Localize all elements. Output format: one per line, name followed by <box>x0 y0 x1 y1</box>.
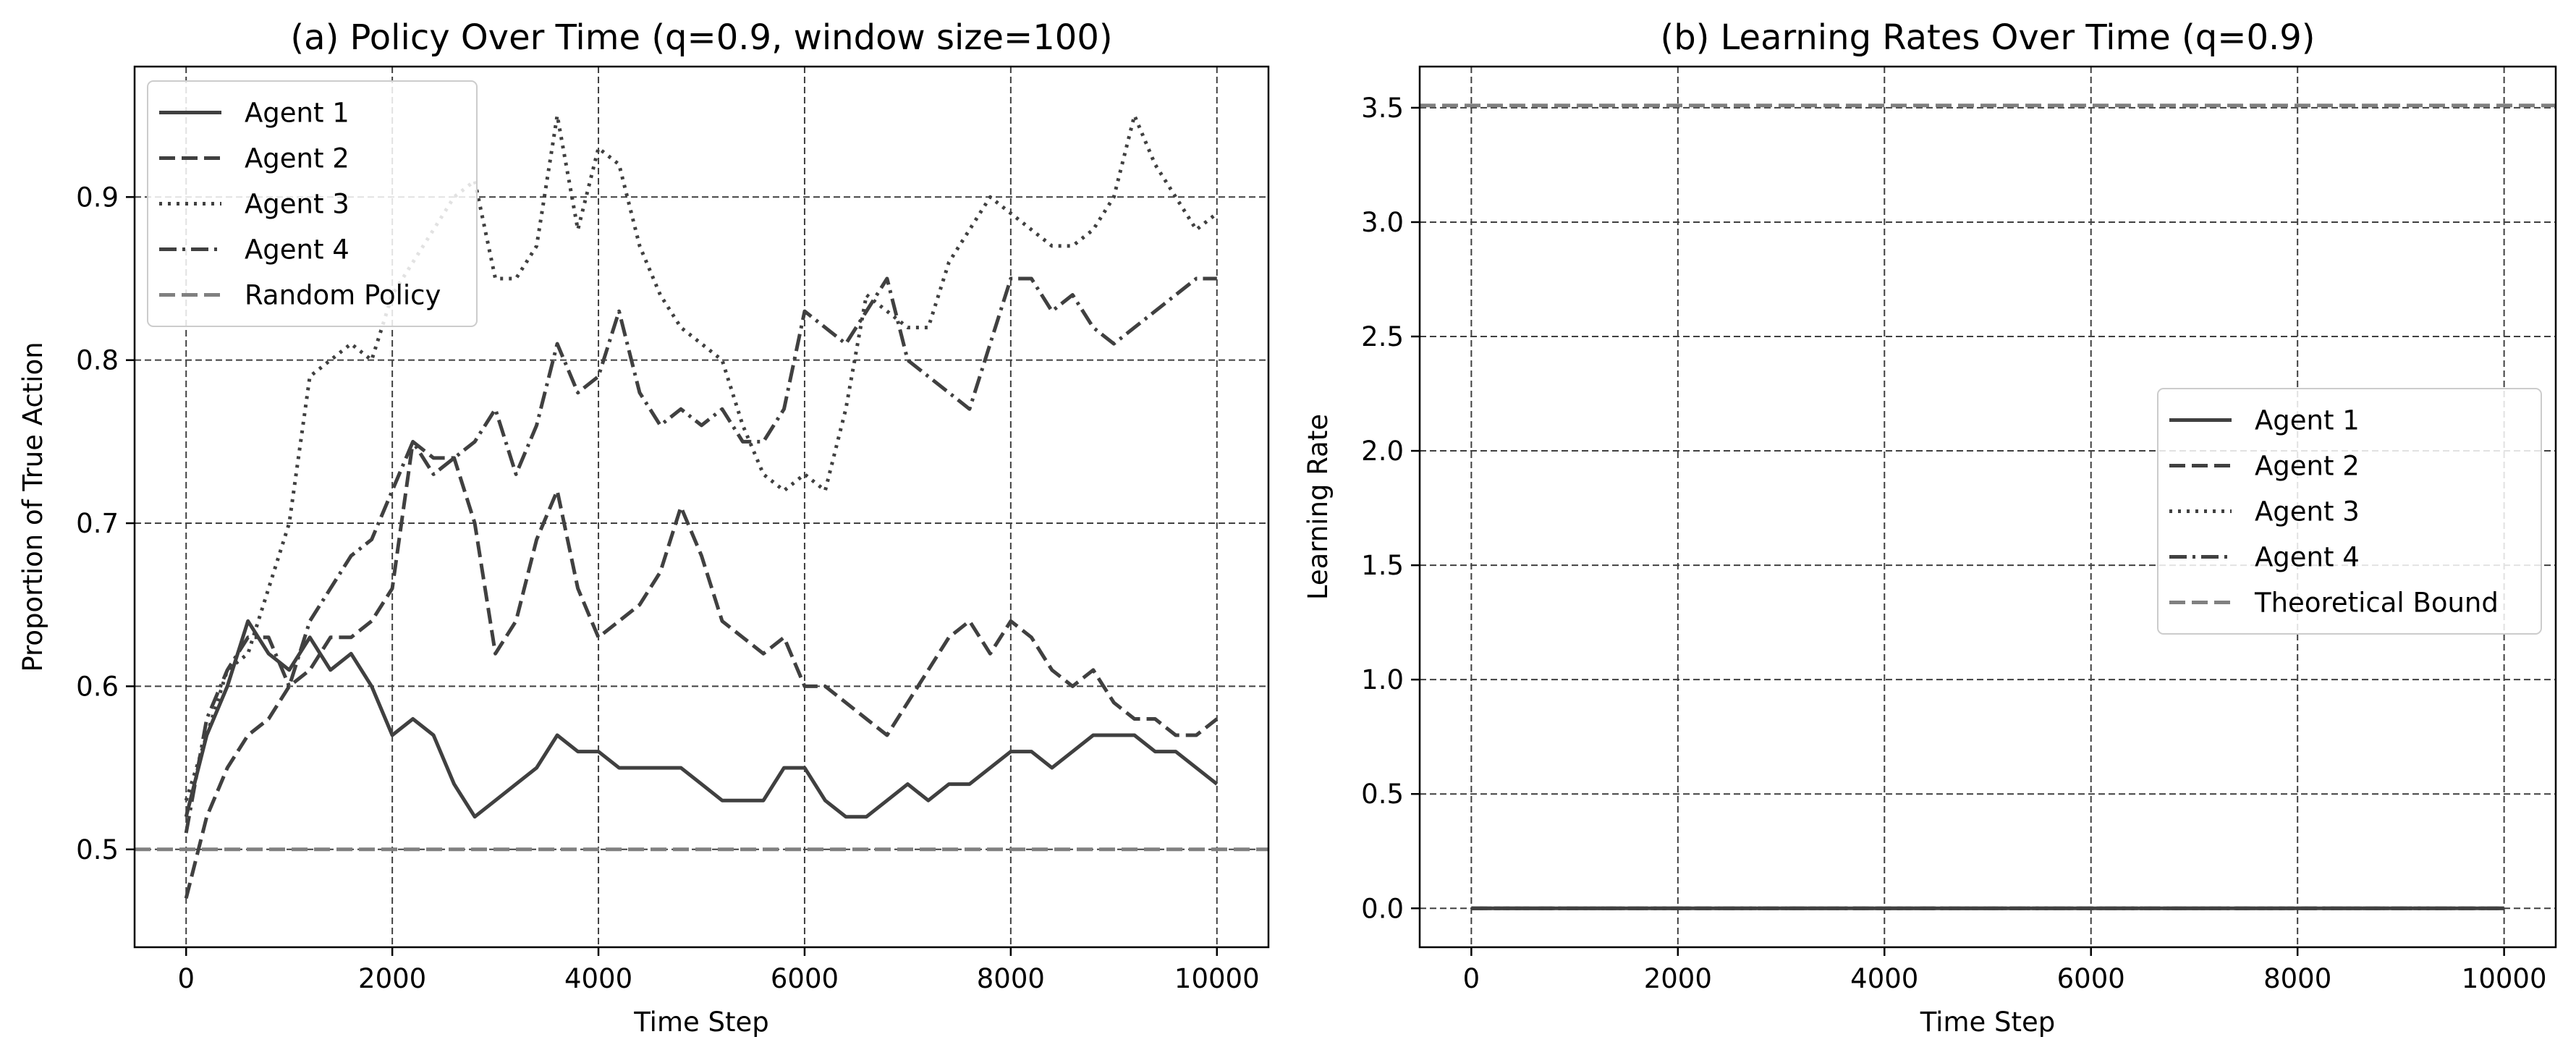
axes-frame <box>133 65 1270 949</box>
legend-label: Agent 2 <box>245 143 349 174</box>
legend: Agent 1 Agent 2 Agent 3 Agent 4 Theoretical … <box>2157 388 2542 635</box>
axes-frame <box>1418 65 2557 949</box>
x-tick-label: 2000 <box>358 963 426 994</box>
x-tick-label: 6000 <box>2057 963 2125 994</box>
x-tick-label: 0 <box>177 963 195 994</box>
x-tick-label: 6000 <box>771 963 839 994</box>
y-tick-label: 0.8 <box>76 345 119 376</box>
y-axis-label: Learning Rate <box>1302 414 1334 600</box>
legend: Agent 1 Agent 2 Agent 3 Agent 4 Random Polic… <box>147 80 478 327</box>
series-line-4 <box>184 276 1217 834</box>
y-tick-label: 0.7 <box>76 508 119 539</box>
chart-title: (a) Policy Over Time (q=0.9, window size… <box>290 17 1112 58</box>
legend-label: Agent 1 <box>245 98 349 129</box>
x-tick-label: 8000 <box>977 963 1045 994</box>
series-group <box>1420 103 2556 910</box>
x-tick-label: 4000 <box>1850 963 1918 994</box>
legend-label: Agent 4 <box>2255 542 2360 573</box>
x-axis-label: Time Step <box>633 1007 769 1038</box>
y-tick-label: 0.5 <box>1361 779 1404 810</box>
legend-label: Agent 1 <box>2255 405 2360 436</box>
chart-title: (b) Learning Rates Over Time (q=0.9) <box>1660 17 2315 58</box>
y-tick-label: 0.9 <box>76 182 119 213</box>
legend-label: Agent 4 <box>245 234 349 266</box>
legend-box <box>147 80 478 327</box>
series-line-2 <box>184 439 1219 899</box>
legend-label: Theoretical Bound <box>2254 588 2499 619</box>
legend-box <box>2157 388 2542 635</box>
series-group <box>135 114 1268 899</box>
y-tick-label: 2.0 <box>1361 436 1404 467</box>
legend-label: Agent 2 <box>2255 451 2360 482</box>
chart-panel-2: 0 2000 4000 6000 8000 10000 0.0 0.5 1.0 1.5 2.0 2.5… <box>1302 17 2557 1038</box>
y-tick-label: 2.5 <box>1361 321 1404 352</box>
y-tick-label: 0.5 <box>76 834 119 865</box>
legend-label: Agent 3 <box>245 189 349 220</box>
y-axis-label: Proportion of True Action <box>17 342 48 672</box>
y-tick-label: 3.0 <box>1361 207 1404 238</box>
y-tick-label: 1.5 <box>1361 550 1404 581</box>
y-tick-label: 1.0 <box>1361 664 1404 695</box>
chart-panel-1: 0 2000 4000 6000 8000 10000 0.5 0.6 0.7 0.8 0.9 (a)… <box>17 17 1270 1038</box>
legend-label: Random Policy <box>245 280 441 311</box>
x-tick-label: 10000 <box>2462 963 2547 994</box>
x-tick-label: 8000 <box>2263 963 2331 994</box>
series-line-3 <box>184 114 1219 801</box>
x-tick-label: 0 <box>1463 963 1480 994</box>
legend-label: Agent 3 <box>2255 496 2360 528</box>
y-tick-label: 0.0 <box>1361 893 1404 924</box>
x-tick-label: 4000 <box>564 963 632 994</box>
series-line-1 <box>184 619 1219 819</box>
x-tick-label: 2000 <box>1644 963 1712 994</box>
y-tick-label: 3.5 <box>1361 93 1404 124</box>
y-tick-label: 0.6 <box>76 671 119 702</box>
x-axis-label: Time Step <box>1920 1007 2056 1038</box>
x-tick-label: 10000 <box>1174 963 1260 994</box>
